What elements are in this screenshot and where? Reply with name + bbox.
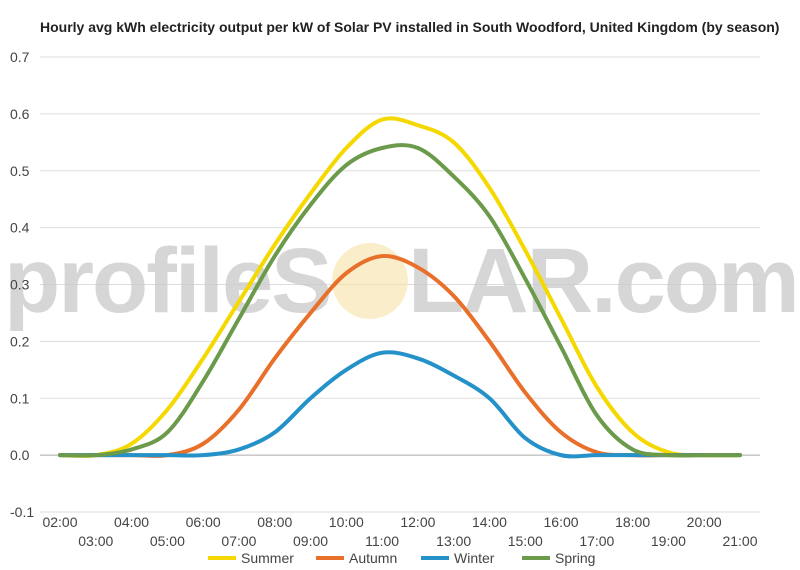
x-tick-label: 09:00 bbox=[293, 533, 328, 549]
x-tick-label: 07:00 bbox=[221, 533, 256, 549]
y-tick-label: 0.6 bbox=[10, 106, 30, 122]
x-tick-label: 19:00 bbox=[651, 533, 686, 549]
watermark-logo: profileS LAR.com bbox=[4, 230, 800, 332]
chart-title: Hourly avg kWh electricity output per kW… bbox=[40, 19, 780, 35]
y-tick-label: 0.7 bbox=[10, 49, 30, 65]
series-line-summer bbox=[58, 116, 742, 458]
x-tick-label: 08:00 bbox=[257, 514, 292, 530]
series-line-spring bbox=[58, 143, 742, 458]
x-tick-label: 10:00 bbox=[329, 514, 364, 530]
x-tick-label: 06:00 bbox=[186, 514, 221, 530]
x-tick-label: 14:00 bbox=[472, 514, 507, 530]
watermark-text-left: profileS bbox=[4, 230, 330, 332]
y-tick-label: 0.3 bbox=[10, 277, 30, 293]
series-lines bbox=[58, 116, 742, 459]
y-tick-label: 0.5 bbox=[10, 163, 30, 179]
x-tick-label: 21:00 bbox=[722, 533, 757, 549]
x-tick-label: 03:00 bbox=[78, 533, 113, 549]
watermark-text-right: LAR.com bbox=[408, 230, 798, 332]
legend-label-summer: Summer bbox=[241, 550, 294, 566]
x-tick-label: 20:00 bbox=[687, 514, 722, 530]
x-tick-label: 17:00 bbox=[579, 533, 614, 549]
legend-label-spring: Spring bbox=[555, 550, 595, 566]
x-tick-label: 05:00 bbox=[150, 533, 185, 549]
x-tick-label: 04:00 bbox=[114, 514, 149, 530]
series-line-winter bbox=[58, 350, 742, 459]
legend-label-winter: Winter bbox=[454, 550, 495, 566]
x-tick-label: 15:00 bbox=[508, 533, 543, 549]
watermark-sun-icon bbox=[332, 243, 408, 319]
x-tick-label: 12:00 bbox=[400, 514, 435, 530]
y-tick-label: 0.2 bbox=[10, 333, 30, 349]
x-tick-label: 18:00 bbox=[615, 514, 650, 530]
y-tick-label: 0.4 bbox=[10, 220, 30, 236]
x-tick-label: 11:00 bbox=[365, 533, 399, 549]
legend: Summer Autumn Winter Spring bbox=[208, 550, 595, 566]
x-tick-label: 16:00 bbox=[544, 514, 579, 530]
y-axis-labels: 0.7 0.6 0.5 0.4 0.3 0.2 0.1 0.0 -0.1 bbox=[10, 49, 34, 520]
y-tick-label: 0.0 bbox=[10, 447, 30, 463]
legend-label-autumn: Autumn bbox=[349, 550, 397, 566]
y-tick-label: -0.1 bbox=[10, 504, 34, 520]
y-tick-label: 0.1 bbox=[10, 390, 30, 406]
x-tick-label: 13:00 bbox=[436, 533, 471, 549]
x-tick-label: 02:00 bbox=[42, 514, 77, 530]
x-axis-labels: 02:0003:0004:0005:0006:0007:0008:0009:00… bbox=[42, 514, 757, 549]
